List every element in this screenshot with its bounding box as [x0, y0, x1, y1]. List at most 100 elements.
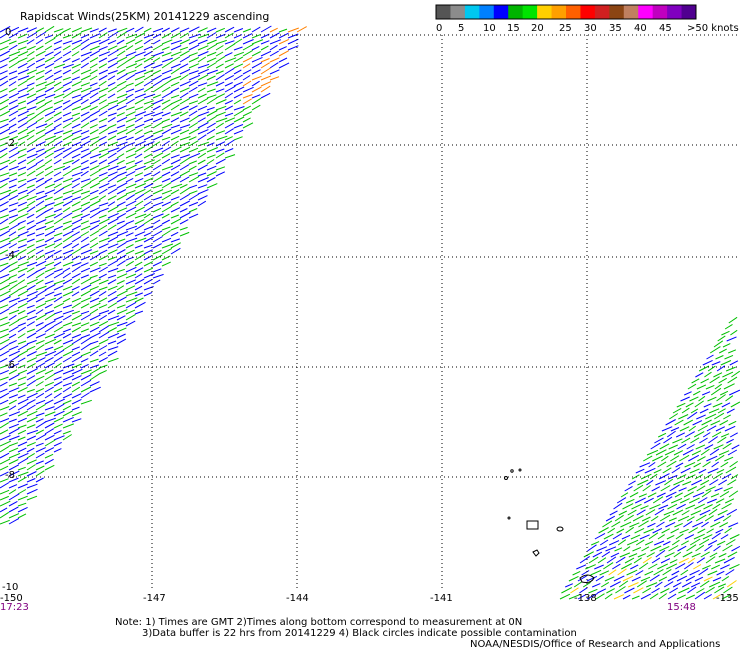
wind-barb	[605, 546, 617, 552]
wind-barb	[62, 314, 72, 321]
wind-barb	[44, 177, 53, 183]
wind-barb	[686, 516, 695, 522]
wind-barb	[98, 164, 110, 171]
wind-barb	[654, 508, 665, 516]
wind-barb	[107, 302, 118, 309]
wind-barb	[600, 581, 610, 588]
wind-barb	[134, 244, 143, 249]
wind-barb	[0, 471, 9, 477]
wind-barb	[107, 158, 119, 165]
wind-barb	[71, 69, 81, 75]
wind-barb	[80, 62, 89, 69]
wind-barb	[577, 575, 587, 582]
island	[510, 469, 514, 473]
wind-barb	[197, 97, 209, 105]
wind-barb	[633, 557, 642, 564]
wind-barb	[179, 136, 191, 141]
wind-barb	[107, 212, 119, 219]
wind-barb	[660, 588, 670, 594]
wind-barb	[134, 80, 144, 87]
wind-barb	[206, 128, 216, 135]
wind-barb	[728, 389, 740, 396]
wind-barb	[698, 538, 710, 546]
wind-barb	[62, 430, 71, 435]
wind-barb	[71, 106, 82, 111]
wind-barb	[251, 33, 261, 39]
wind-barb	[688, 497, 700, 504]
wind-barb	[161, 136, 171, 141]
wind-barb	[71, 98, 83, 105]
wind-barb	[125, 297, 138, 303]
wind-barb	[691, 552, 701, 558]
wind-barb	[631, 576, 641, 582]
wind-barb	[727, 376, 738, 384]
wind-barb	[0, 376, 9, 381]
legend-swatch	[681, 5, 697, 19]
wind-barb	[8, 314, 17, 321]
wind-barb	[17, 153, 27, 159]
wind-barb	[116, 315, 126, 321]
legend-tick-label: 35	[609, 23, 622, 34]
wind-barb	[561, 587, 573, 594]
wind-barb	[657, 534, 665, 540]
wind-barb	[116, 166, 127, 171]
wind-barb	[26, 115, 37, 123]
wind-barb	[35, 243, 47, 249]
wind-barb	[53, 435, 65, 441]
wind-barb	[134, 193, 145, 201]
wind-barb	[715, 426, 726, 432]
wind-barb	[651, 587, 660, 594]
wind-barb	[44, 87, 55, 93]
wind-barb	[35, 117, 44, 123]
wind-barb	[98, 93, 107, 99]
wind-barb	[8, 333, 17, 339]
wind-barb	[673, 450, 684, 456]
wind-barb	[581, 570, 590, 576]
wind-barb	[62, 416, 74, 423]
wind-barb	[188, 26, 200, 33]
islands	[504, 468, 595, 583]
wind-barb	[26, 278, 38, 285]
wind-barb	[161, 32, 172, 39]
wind-barb	[98, 118, 108, 123]
wind-barb	[71, 243, 80, 249]
wind-barb	[17, 457, 29, 465]
wind-barb	[718, 348, 727, 354]
wind-barb	[724, 425, 736, 432]
wind-barb	[702, 359, 713, 366]
wind-barb	[0, 64, 8, 69]
wind-barb	[639, 562, 649, 570]
wind-barb	[44, 261, 55, 267]
wind-barb	[89, 28, 99, 33]
wind-barb	[89, 381, 100, 387]
wind-barb	[89, 39, 101, 45]
wind-barb	[107, 104, 119, 111]
wind-barb	[134, 63, 143, 69]
lat-label: -6	[5, 360, 15, 371]
wind-barb	[0, 412, 8, 417]
wind-barb	[143, 103, 155, 111]
wind-barb	[8, 355, 20, 363]
wind-barb	[269, 62, 279, 69]
wind-barb	[215, 152, 225, 159]
wind-barb	[704, 515, 714, 522]
wind-barb	[44, 283, 56, 291]
wind-barb	[89, 98, 100, 105]
wind-barb	[44, 434, 55, 441]
wind-barb	[98, 110, 108, 117]
wind-barb	[179, 46, 189, 51]
wind-barb	[62, 45, 71, 51]
wind-barb	[17, 148, 27, 153]
wind-barb	[708, 408, 720, 414]
wind-barb	[107, 184, 117, 189]
wind-barb	[62, 261, 74, 267]
wind-barb	[676, 402, 686, 408]
wind-barb	[71, 386, 81, 393]
wind-barb	[53, 165, 65, 171]
wind-barb	[62, 177, 73, 183]
wind-barb	[206, 171, 217, 177]
wind-barb	[89, 326, 100, 333]
wind-barb	[642, 484, 651, 492]
wind-barb	[116, 220, 125, 225]
legend-swatch	[464, 5, 480, 19]
